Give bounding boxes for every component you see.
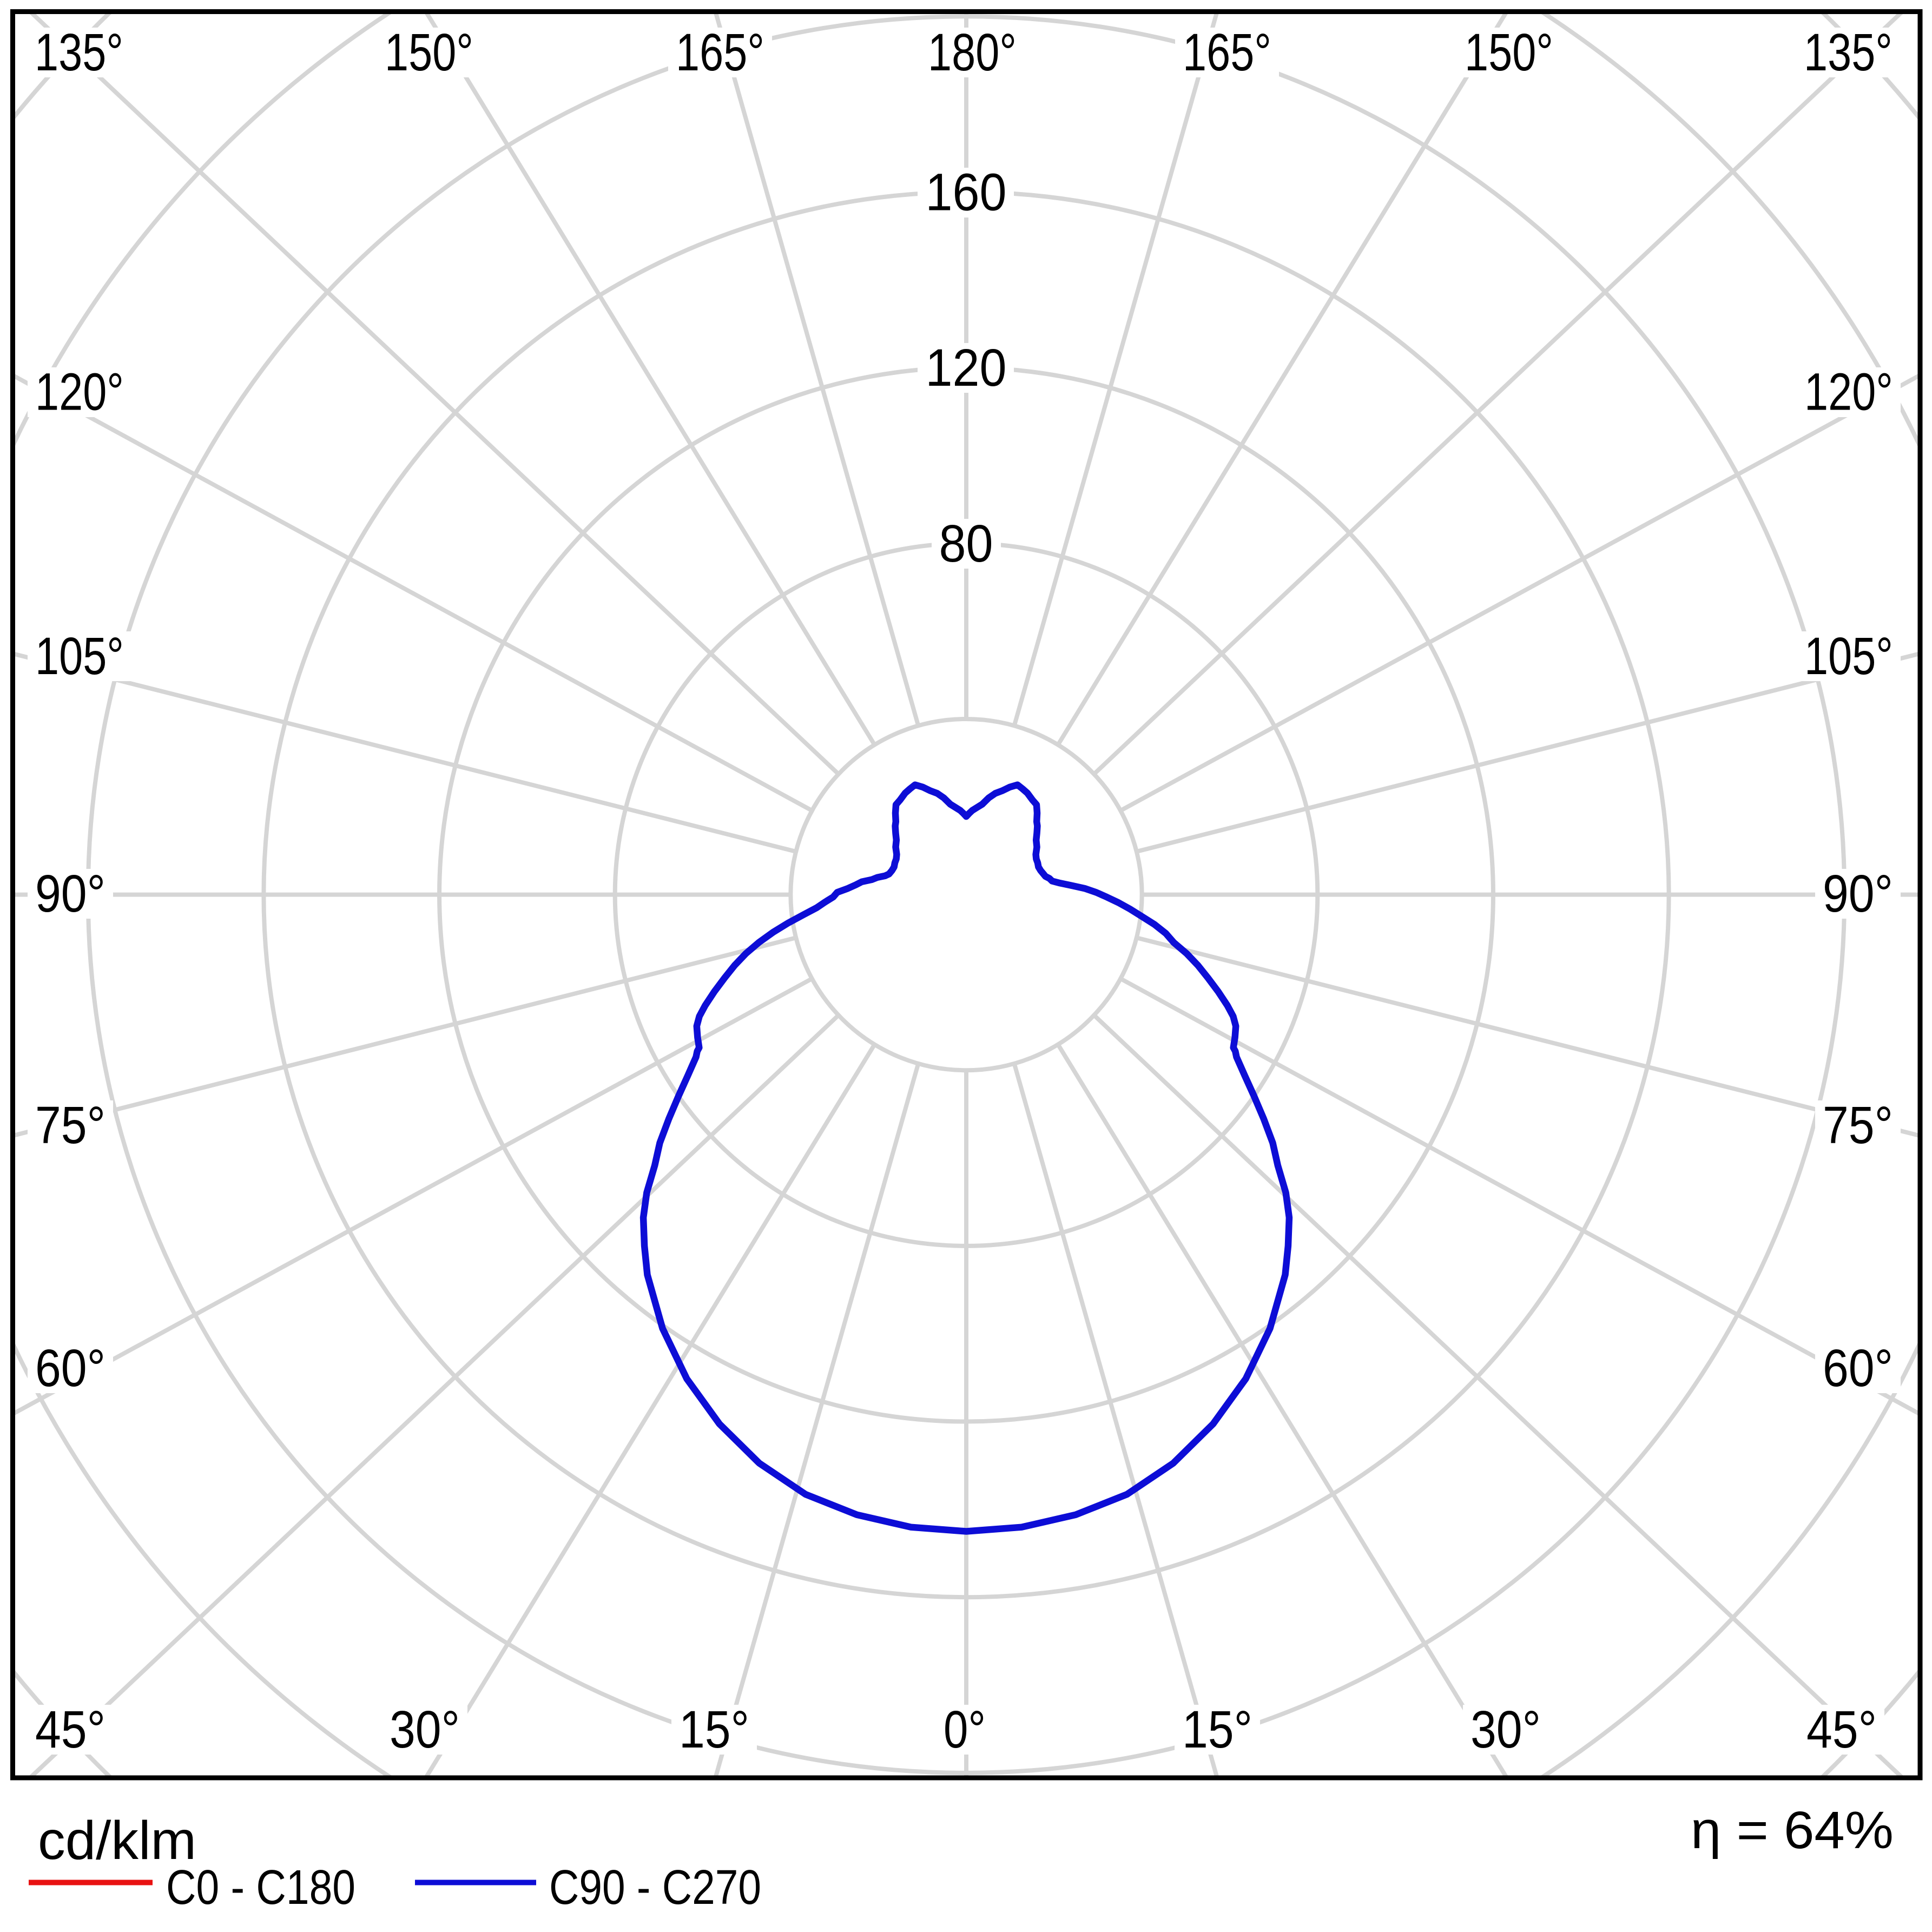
svg-text:C90 - C270: C90 - C270 bbox=[549, 1861, 761, 1915]
svg-text:165°: 165° bbox=[1183, 23, 1271, 82]
svg-text:15°: 15° bbox=[679, 1700, 749, 1759]
svg-text:90°: 90° bbox=[35, 864, 105, 923]
svg-text:60°: 60° bbox=[35, 1338, 105, 1397]
svg-text:η = 64%: η = 64% bbox=[1691, 1801, 1894, 1860]
svg-text:160: 160 bbox=[926, 163, 1007, 222]
svg-text:135°: 135° bbox=[35, 23, 123, 82]
svg-text:15°: 15° bbox=[1182, 1700, 1252, 1759]
svg-text:135°: 135° bbox=[1804, 23, 1893, 82]
svg-text:80: 80 bbox=[939, 514, 993, 573]
svg-text:180°: 180° bbox=[928, 23, 1017, 82]
svg-text:60°: 60° bbox=[1823, 1338, 1893, 1397]
svg-text:120°: 120° bbox=[1804, 362, 1893, 421]
svg-text:30°: 30° bbox=[1471, 1700, 1541, 1759]
svg-text:45°: 45° bbox=[35, 1700, 105, 1759]
svg-text:105°: 105° bbox=[35, 627, 124, 685]
svg-text:105°: 105° bbox=[1804, 627, 1893, 685]
svg-text:0°: 0° bbox=[944, 1700, 986, 1759]
svg-text:30°: 30° bbox=[390, 1700, 460, 1759]
svg-text:165°: 165° bbox=[676, 23, 764, 82]
svg-text:75°: 75° bbox=[35, 1096, 105, 1155]
svg-text:75°: 75° bbox=[1823, 1096, 1893, 1155]
svg-text:45°: 45° bbox=[1806, 1700, 1877, 1759]
svg-text:120: 120 bbox=[926, 338, 1007, 397]
svg-text:120°: 120° bbox=[35, 362, 124, 421]
svg-text:150°: 150° bbox=[385, 23, 473, 82]
svg-text:150°: 150° bbox=[1465, 23, 1553, 82]
svg-text:cd/klm: cd/klm bbox=[38, 1810, 196, 1871]
svg-text:C0 - C180: C0 - C180 bbox=[166, 1861, 355, 1915]
svg-text:90°: 90° bbox=[1823, 864, 1893, 923]
